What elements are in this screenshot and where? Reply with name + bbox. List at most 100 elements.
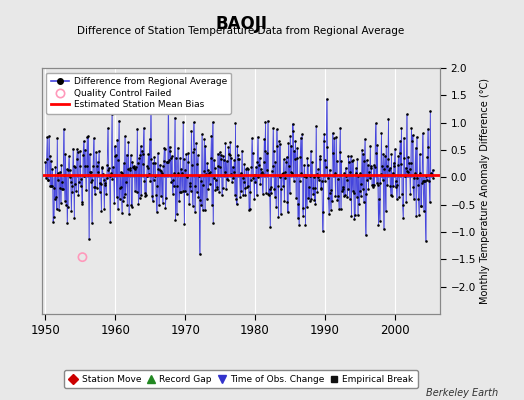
Point [319,228,327,234]
Point [72,156,81,163]
Point [67,179,75,185]
Point [289,128,297,134]
Point [233,143,242,149]
Point [80,138,88,144]
Point [425,178,433,184]
Point [123,202,132,208]
Point [59,126,68,132]
Point [178,187,187,194]
Point [200,136,209,142]
Point [90,184,99,190]
Point [245,206,254,212]
Point [50,185,59,192]
Point [376,180,385,186]
Point [108,176,117,182]
Point [264,191,272,198]
Point [52,194,60,200]
Point [90,135,98,141]
Point [262,190,270,196]
Legend: Station Move, Record Gap, Time of Obs. Change, Empirical Break: Station Move, Record Gap, Time of Obs. C… [64,370,418,388]
Point [257,166,265,172]
Point [316,184,325,191]
Point [91,184,100,190]
Point [61,197,69,204]
Point [403,169,412,175]
Point [145,136,154,142]
Point [238,147,246,154]
Point [57,162,66,168]
Point [318,178,326,184]
Point [181,188,190,194]
Point [143,163,151,169]
Point [364,162,372,168]
Point [244,166,253,172]
Point [355,187,364,194]
Point [418,180,426,186]
Point [101,182,109,188]
Point [80,173,89,180]
Point [413,182,422,188]
Point [208,202,216,208]
Point [327,187,335,194]
Point [81,147,89,153]
Point [398,190,406,197]
Point [269,125,277,132]
Point [82,187,90,194]
Point [374,181,382,188]
Point [125,167,134,173]
Point [270,186,278,192]
Point [61,151,70,158]
Point [320,138,328,144]
Point [377,171,385,177]
Point [307,148,315,154]
Point [398,202,407,208]
Point [191,183,200,190]
Point [48,183,56,189]
Point [66,167,74,174]
Point [238,175,247,181]
Point [63,220,71,226]
Point [247,164,256,170]
Point [400,155,409,162]
Point [384,156,392,162]
Point [428,172,436,178]
Point [218,192,226,198]
Point [365,169,373,176]
Point [301,222,310,228]
Point [184,150,193,156]
Point [287,142,296,149]
Point [79,151,88,158]
Point [413,175,421,182]
Point [302,174,310,180]
Point [267,190,276,196]
Point [89,162,97,169]
Point [329,130,337,136]
Point [277,210,285,217]
Point [110,172,118,178]
Point [131,166,139,172]
Point [142,191,150,198]
Point [225,151,234,158]
Point [180,221,189,228]
Point [168,153,176,159]
Point [304,194,313,201]
Point [125,211,133,217]
Point [344,153,353,159]
Point [153,182,161,189]
Point [149,177,158,183]
Point [190,119,198,126]
Point [397,161,405,168]
Point [407,160,415,166]
Point [353,156,362,162]
Point [64,166,72,173]
Point [336,124,344,131]
Point [351,170,359,176]
Point [291,156,299,162]
Point [245,207,253,213]
Point [104,167,113,174]
Point [278,170,287,176]
Point [122,179,130,186]
Point [244,183,252,189]
Point [62,166,71,172]
Point [71,181,80,187]
